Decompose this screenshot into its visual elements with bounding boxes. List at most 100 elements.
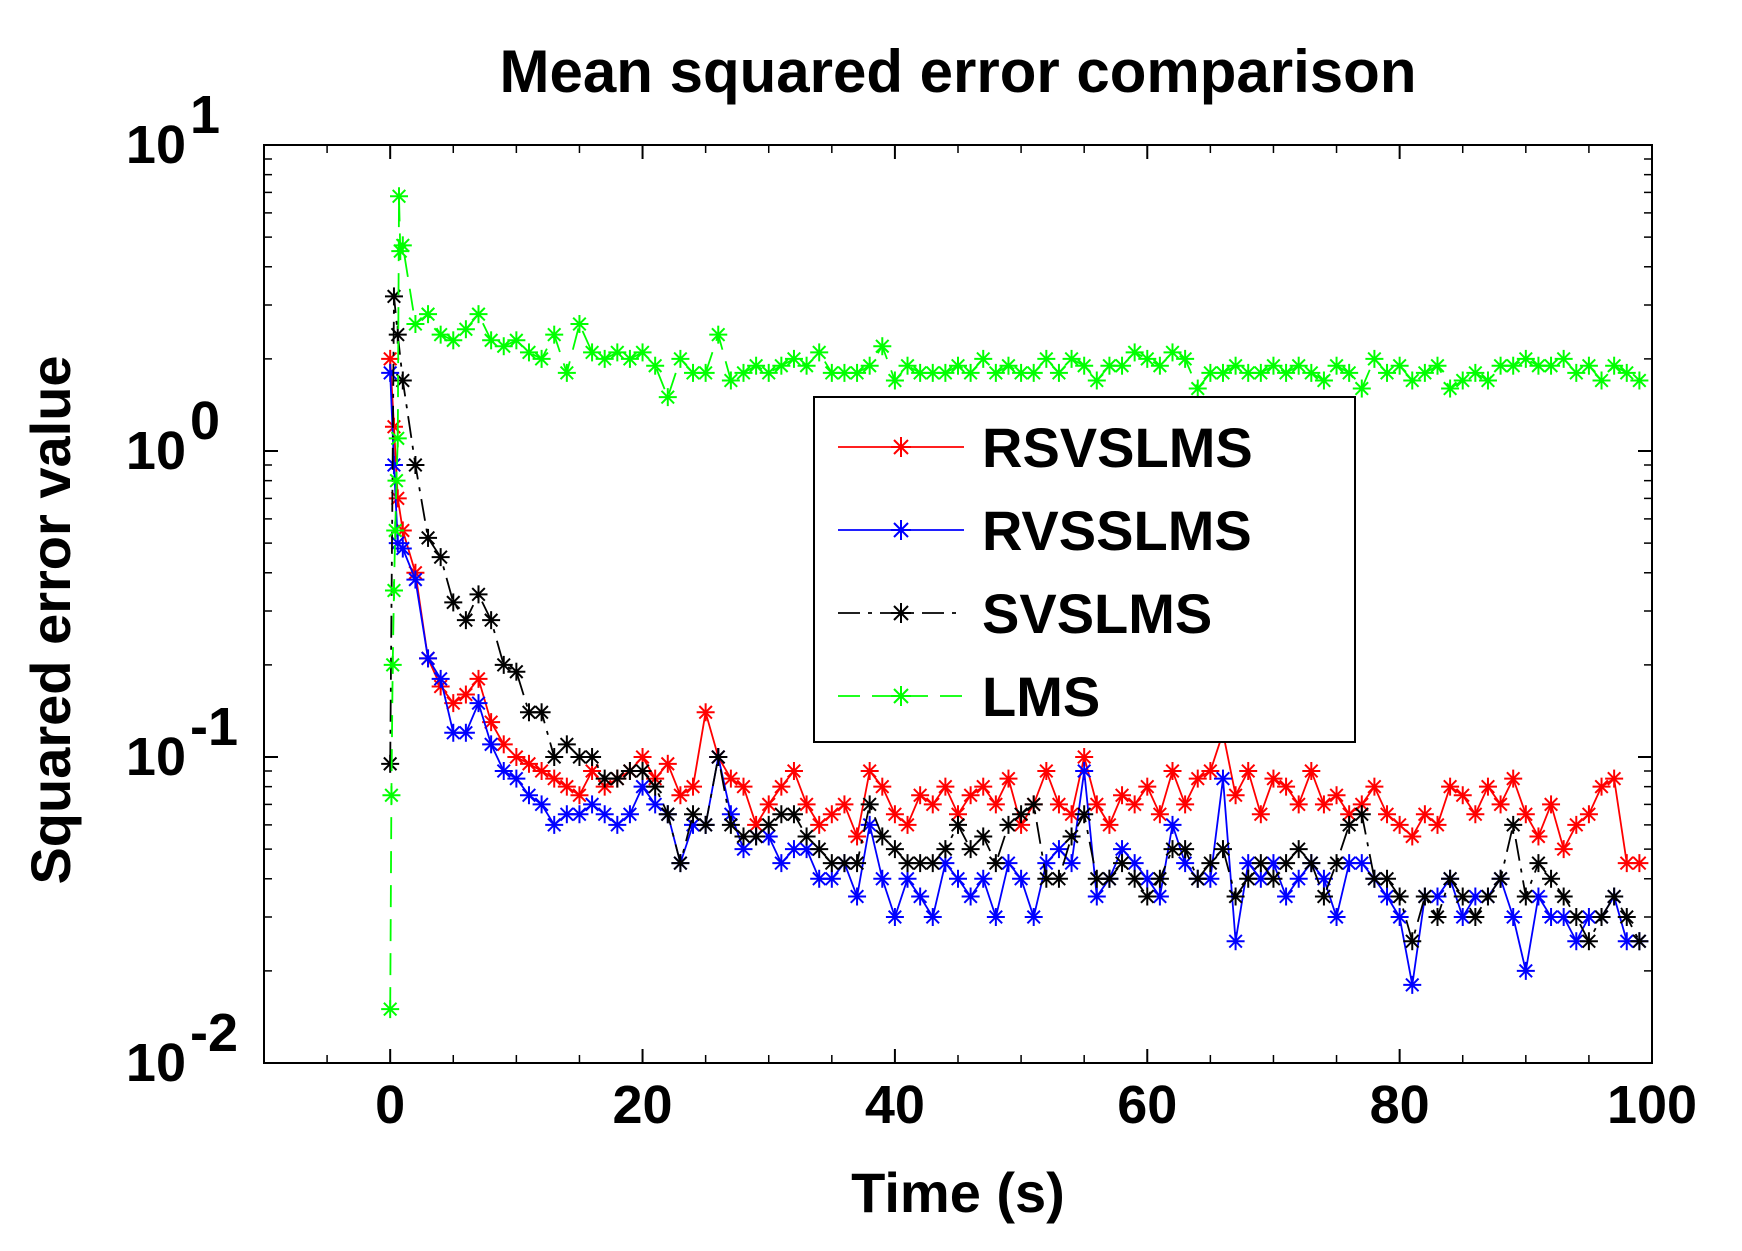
data-point-marker: [835, 795, 854, 814]
data-point-marker: [1441, 777, 1460, 796]
data-point-marker: [1567, 363, 1586, 382]
data-point-marker: [1390, 887, 1409, 906]
data-point-marker: [1075, 762, 1094, 781]
data-point-marker: [1302, 363, 1321, 382]
data-point-marker: [456, 685, 475, 704]
data-point-marker: [570, 805, 589, 824]
data-point-marker: [1049, 363, 1068, 382]
data-point-marker: [1314, 887, 1333, 906]
data-point-marker: [1630, 932, 1649, 951]
data-point-marker: [1327, 786, 1346, 805]
data-point-marker: [419, 528, 438, 547]
data-point-marker: [494, 655, 513, 674]
chart-title: Mean squared error comparison: [500, 38, 1417, 105]
data-point-marker: [1163, 343, 1182, 362]
data-point-marker: [444, 723, 463, 742]
series-lms: [381, 187, 1649, 1019]
data-point-marker: [384, 417, 403, 436]
data-point-marker: [1466, 908, 1485, 927]
plot-frame: [263, 144, 1653, 1064]
data-point-marker: [1478, 777, 1497, 796]
data-point-marker: [1201, 363, 1220, 382]
data-point-marker: [986, 908, 1005, 927]
data-point-marker: [1542, 795, 1561, 814]
series-rvsslms: [381, 363, 1649, 994]
data-point-marker: [1226, 356, 1245, 375]
x-tick-label: 40: [865, 1075, 925, 1135]
data-point-marker: [1113, 840, 1132, 859]
data-point-marker: [1516, 805, 1535, 824]
data-point-marker: [608, 769, 627, 788]
data-point-marker: [1264, 356, 1283, 375]
data-point-marker: [860, 762, 879, 781]
data-point-marker: [419, 649, 438, 668]
data-point-marker: [1049, 840, 1068, 859]
data-point-marker: [949, 805, 967, 824]
data-point-marker: [557, 363, 576, 382]
data-point-marker: [1466, 805, 1485, 824]
data-point-marker: [1277, 777, 1296, 796]
data-point-marker: [734, 777, 753, 796]
data-point-marker: [1579, 908, 1598, 927]
y-tick-label-base: 10: [126, 115, 186, 175]
data-point-marker: [381, 363, 400, 382]
data-point-marker: [1201, 869, 1220, 888]
data-point-marker: [923, 795, 942, 814]
series-svslms: [381, 287, 1649, 951]
data-point-marker: [456, 611, 475, 630]
data-point-marker: [1554, 349, 1573, 368]
data-point-marker: [1378, 363, 1397, 382]
data-point-marker: [1630, 854, 1649, 873]
data-point-marker: [1251, 805, 1270, 824]
y-tick-label-exponent: 1: [190, 85, 220, 145]
data-point-marker: [595, 349, 614, 368]
data-point-marker: [1075, 805, 1094, 824]
data-point-marker: [1403, 371, 1422, 390]
data-point-marker: [387, 471, 406, 490]
x-axis-label: Time (s): [851, 1161, 1065, 1224]
y-tick-label-exponent: -2: [190, 1003, 238, 1063]
data-point-marker: [1390, 815, 1409, 834]
data-point-marker: [1176, 840, 1195, 859]
data-point-marker: [1087, 795, 1106, 814]
data-point-marker: [911, 854, 930, 873]
data-point-marker: [633, 748, 652, 766]
data-point-marker: [1075, 356, 1094, 375]
data-point-marker: [658, 388, 677, 407]
data-point-marker: [721, 805, 740, 824]
data-point-marker: [784, 762, 803, 781]
data-point-marker: [1113, 786, 1132, 805]
data-point-marker: [747, 827, 766, 846]
data-point-marker: [873, 827, 892, 846]
data-point-marker: [469, 585, 488, 604]
data-point-marker: [482, 611, 501, 630]
data-point-marker: [390, 187, 409, 206]
data-point-marker: [1365, 777, 1384, 796]
data-point-marker: [1201, 854, 1220, 873]
data-point-marker: [608, 343, 627, 362]
data-point-marker: [873, 337, 892, 356]
data-point-marker: [873, 869, 892, 888]
data-point-marker: [721, 769, 740, 788]
data-point-marker: [1213, 840, 1232, 859]
data-point-marker: [923, 363, 942, 382]
data-point-marker: [1453, 371, 1472, 390]
data-point-marker: [633, 343, 652, 362]
y-tick-label-exponent: 0: [190, 391, 220, 451]
data-point-marker: [1605, 769, 1624, 788]
data-point-marker: [696, 363, 715, 382]
data-point-marker: [1138, 349, 1157, 368]
data-point-marker: [469, 669, 488, 688]
data-point-marker: [469, 305, 488, 324]
data-point-marker: [1314, 795, 1333, 814]
data-point-marker: [784, 805, 803, 824]
data-point-marker: [1049, 795, 1068, 814]
data-point-marker: [557, 777, 576, 796]
legend: RSVSLMS RVSSLMS SVSLMS LMS: [813, 396, 1356, 743]
data-point-marker: [772, 805, 791, 824]
data-point-marker: [986, 363, 1005, 382]
data-point-marker: [1542, 356, 1561, 375]
data-point-marker: [1024, 363, 1043, 382]
data-point-marker: [949, 815, 967, 834]
